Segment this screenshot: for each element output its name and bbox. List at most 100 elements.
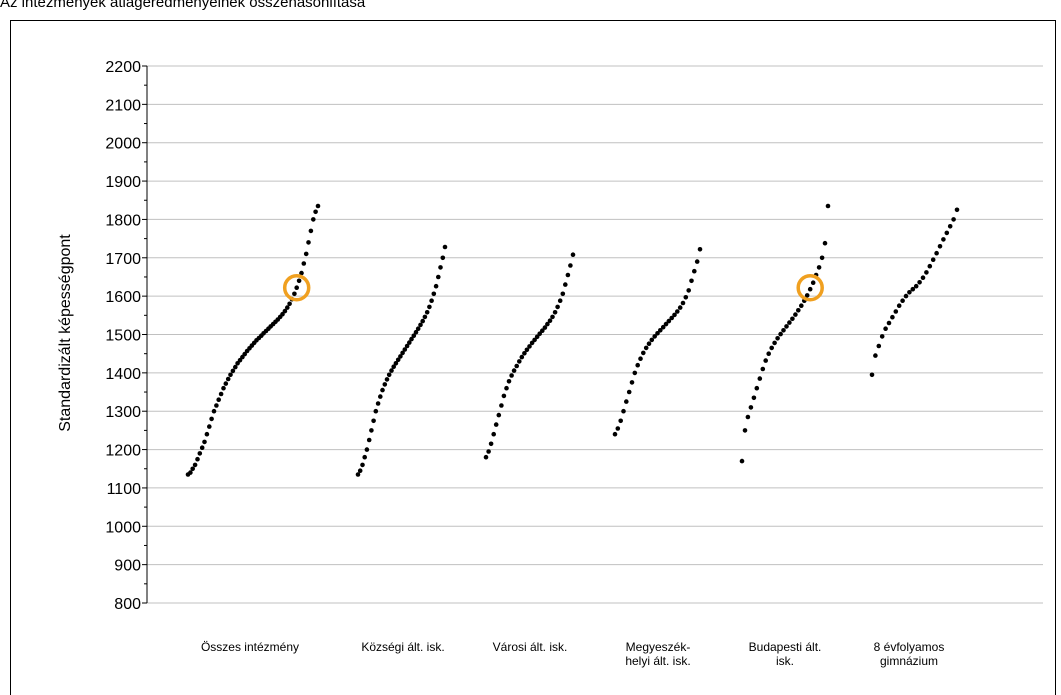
data-point xyxy=(519,354,525,360)
data-point xyxy=(694,259,700,264)
data-point xyxy=(763,358,768,363)
data-point xyxy=(781,328,786,333)
data-point xyxy=(748,405,754,410)
data-point xyxy=(436,274,441,280)
data-point xyxy=(292,291,297,297)
data-point xyxy=(807,286,813,292)
data-point xyxy=(568,263,573,268)
y-tick-label: 1700 xyxy=(105,251,141,268)
data-point xyxy=(751,395,757,401)
data-point xyxy=(384,377,390,382)
y-tick-label: 1600 xyxy=(105,289,141,306)
data-point xyxy=(527,344,532,349)
data-point xyxy=(886,320,892,326)
y-tick-label: 2200 xyxy=(105,59,141,76)
data-point xyxy=(565,272,571,278)
category-label: Községi ált. isk. xyxy=(361,640,444,654)
data-point xyxy=(910,286,916,292)
data-point xyxy=(796,308,801,313)
data-point xyxy=(509,373,514,378)
data-point xyxy=(638,356,643,362)
data-point xyxy=(301,261,307,266)
data-point xyxy=(504,385,509,391)
data-point xyxy=(391,364,397,370)
data-point xyxy=(491,431,497,437)
data-point xyxy=(287,301,292,307)
data-point xyxy=(411,333,417,339)
data-point xyxy=(218,391,224,397)
y-axis xyxy=(142,65,148,604)
data-point xyxy=(913,283,919,289)
data-point xyxy=(522,351,527,356)
category-label: 8 évfolyamos gimnázium xyxy=(874,640,945,668)
data-point xyxy=(373,408,379,414)
data-point xyxy=(655,331,660,336)
data-point xyxy=(646,341,652,347)
data-point xyxy=(225,376,231,382)
data-point xyxy=(496,412,502,418)
data-point xyxy=(407,340,412,345)
data-point xyxy=(560,291,566,297)
data-point xyxy=(697,247,703,252)
data-point xyxy=(398,354,403,359)
data-point xyxy=(775,336,780,341)
data-point xyxy=(202,439,207,445)
data-point xyxy=(612,431,618,437)
data-point xyxy=(896,303,902,309)
data-point xyxy=(907,290,912,295)
y-tick-label: 1500 xyxy=(105,328,141,345)
data-point xyxy=(819,255,825,261)
data-point xyxy=(393,361,399,366)
data-point xyxy=(883,326,888,332)
data-point xyxy=(540,328,545,334)
data-point xyxy=(947,224,953,229)
data-point xyxy=(790,316,795,322)
y-tick-label: 1400 xyxy=(105,366,141,383)
data-point xyxy=(360,462,365,468)
data-point xyxy=(873,353,878,358)
data-point xyxy=(424,310,430,315)
data-point xyxy=(524,347,530,353)
y-axis-label: Standardizált képességpont xyxy=(57,234,74,432)
data-point xyxy=(402,347,408,352)
data-point xyxy=(413,329,419,335)
category-label: Városi ált. isk. xyxy=(493,640,568,654)
data-point xyxy=(285,305,290,310)
data-point xyxy=(534,334,540,340)
data-point xyxy=(483,454,489,460)
data-point xyxy=(675,309,680,314)
data-point xyxy=(517,359,522,364)
chart-frame xyxy=(10,20,1056,695)
data-point xyxy=(570,252,576,257)
data-point xyxy=(626,389,632,395)
y-tick-label: 800 xyxy=(114,596,141,613)
data-point xyxy=(199,445,205,451)
data-point xyxy=(903,293,909,299)
data-point xyxy=(209,416,214,422)
y-tick-label: 1900 xyxy=(105,174,141,191)
data-point xyxy=(386,372,392,378)
data-point xyxy=(427,304,432,310)
data-point xyxy=(876,343,882,349)
data-point xyxy=(941,237,946,242)
y-tick-label: 1000 xyxy=(105,519,141,536)
data-point xyxy=(537,331,542,337)
data-point xyxy=(555,304,560,310)
data-point xyxy=(793,312,798,317)
data-point xyxy=(192,462,198,468)
data-point xyxy=(214,403,219,408)
data-point xyxy=(769,345,774,351)
data-point xyxy=(315,203,321,209)
data-point xyxy=(621,408,626,414)
highlight-circle xyxy=(796,273,824,302)
data-point xyxy=(230,368,236,374)
data-point xyxy=(280,311,285,317)
data-point xyxy=(772,340,777,346)
data-point xyxy=(242,351,247,357)
highlight-markers xyxy=(282,273,824,302)
data-point xyxy=(766,351,771,357)
data-point xyxy=(371,418,376,424)
data-point xyxy=(282,308,288,314)
data-point xyxy=(440,255,446,261)
data-point xyxy=(663,321,669,327)
